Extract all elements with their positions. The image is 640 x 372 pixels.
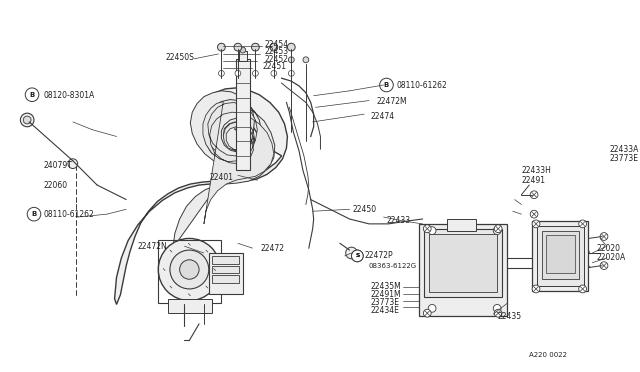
Text: 22020A: 22020A [596, 253, 625, 262]
Circle shape [428, 304, 436, 312]
Circle shape [579, 220, 586, 228]
Circle shape [234, 43, 242, 51]
Circle shape [493, 227, 501, 235]
Text: B: B [29, 92, 35, 98]
Circle shape [170, 250, 209, 289]
Circle shape [351, 250, 363, 262]
Circle shape [218, 43, 225, 51]
Circle shape [252, 70, 259, 76]
Bar [424, 229, 502, 297]
Circle shape [530, 210, 538, 218]
Circle shape [68, 159, 77, 169]
Circle shape [158, 238, 220, 301]
Circle shape [27, 207, 41, 221]
Circle shape [600, 232, 608, 240]
Text: A220 0022: A220 0022 [529, 352, 567, 358]
Text: S: S [355, 253, 360, 259]
Bar [537, 226, 584, 286]
Text: 22450: 22450 [353, 205, 376, 214]
Text: 22454: 22454 [264, 40, 288, 49]
Bar [429, 234, 497, 292]
Text: 08110-61262: 08110-61262 [44, 210, 95, 219]
Text: 23773E: 23773E [610, 154, 639, 163]
Text: 22472M: 22472M [377, 97, 408, 106]
Circle shape [271, 70, 276, 76]
Text: 08363-6122G: 08363-6122G [369, 263, 417, 269]
Circle shape [180, 260, 199, 279]
Bar [239, 51, 246, 61]
Bar [532, 221, 588, 291]
Circle shape [20, 113, 34, 127]
Text: 22472: 22472 [260, 244, 284, 253]
Bar [212, 256, 239, 264]
Circle shape [289, 70, 294, 76]
Bar [209, 253, 243, 294]
Circle shape [252, 43, 259, 51]
Bar [212, 275, 239, 283]
Text: 22450S: 22450S [165, 53, 194, 62]
Circle shape [287, 43, 295, 51]
Bar [158, 240, 221, 304]
Circle shape [351, 250, 363, 262]
Text: 22433A: 22433A [610, 145, 639, 154]
Bar [212, 266, 239, 273]
Text: B: B [384, 82, 389, 88]
Text: 22020: 22020 [596, 244, 620, 253]
Circle shape [25, 88, 39, 102]
Text: 22451: 22451 [262, 62, 286, 71]
Text: 22433: 22433 [387, 217, 411, 225]
Circle shape [218, 70, 224, 76]
Circle shape [240, 47, 246, 53]
Circle shape [494, 225, 502, 232]
Text: 22060: 22060 [44, 180, 68, 189]
Text: 23773E: 23773E [371, 298, 400, 307]
Circle shape [530, 191, 538, 199]
Text: 22435M: 22435M [371, 282, 402, 292]
Circle shape [303, 57, 308, 62]
Circle shape [532, 220, 540, 228]
Circle shape [424, 310, 431, 317]
Text: 22491: 22491 [522, 176, 545, 185]
Bar [447, 219, 476, 231]
Circle shape [380, 78, 393, 92]
Circle shape [494, 310, 502, 317]
Circle shape [270, 43, 278, 51]
Text: 22474: 22474 [371, 112, 395, 121]
Text: 22453: 22453 [264, 48, 288, 57]
Circle shape [532, 285, 540, 293]
Bar [168, 299, 212, 313]
Text: B: B [31, 211, 36, 217]
Circle shape [600, 262, 608, 269]
Text: 22472N: 22472N [138, 242, 168, 251]
Circle shape [579, 285, 586, 293]
Text: 22491M: 22491M [371, 290, 401, 299]
Bar [546, 235, 575, 273]
Text: 22435: 22435 [497, 312, 522, 321]
Polygon shape [203, 102, 274, 224]
Circle shape [346, 247, 357, 259]
Circle shape [428, 227, 436, 235]
Polygon shape [173, 91, 275, 248]
Circle shape [493, 304, 501, 312]
Bar [419, 224, 507, 316]
Text: 22401: 22401 [210, 173, 234, 182]
Circle shape [235, 70, 241, 76]
Text: S: S [355, 253, 359, 259]
Bar [236, 59, 250, 170]
Bar [542, 231, 579, 279]
Text: 08110-61262: 08110-61262 [396, 80, 447, 90]
Polygon shape [115, 88, 287, 304]
Text: 22434E: 22434E [371, 306, 400, 315]
Circle shape [23, 116, 31, 124]
Text: 24079T: 24079T [44, 161, 72, 170]
Text: 22433H: 22433H [522, 166, 551, 175]
Text: 08120-8301A: 08120-8301A [44, 91, 95, 100]
Text: 22472P: 22472P [364, 251, 393, 260]
Circle shape [289, 57, 294, 62]
Text: 22452: 22452 [264, 55, 288, 64]
Circle shape [424, 225, 431, 232]
